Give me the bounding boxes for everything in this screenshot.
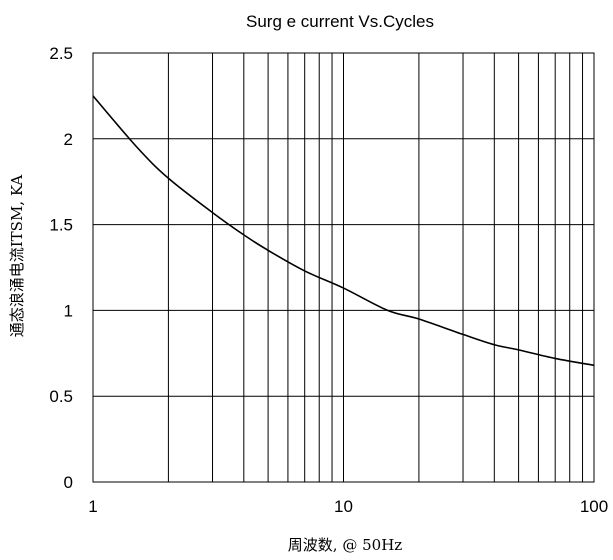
chart-title: Surg e current Vs.Cycles [246,12,434,31]
y-tick-label: 2.5 [49,44,73,63]
y-axis-label: 通态浪涌电流ITSM, KA [8,175,26,338]
x-tick-label: 100 [580,497,608,516]
series-group [92,95,595,367]
y-tick-label: 2 [64,130,73,149]
y-tick-label: 1.5 [49,216,73,235]
grid [93,53,594,482]
x-axis-label: 周波数, @ 50Hz [288,536,402,554]
x-tick-label: 10 [334,497,353,516]
y-tick-label: 0 [64,473,73,492]
series-line [92,95,595,367]
plot-frame [92,52,595,483]
tick-labels: 0 0.5 1 1.5 2 2.5 1 10 100 [49,44,608,516]
x-tick-label: 1 [88,497,97,516]
y-tick-label: 1 [64,301,73,320]
y-tick-label: 0.5 [49,387,73,406]
